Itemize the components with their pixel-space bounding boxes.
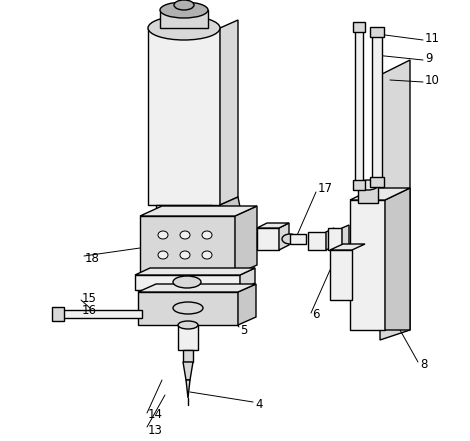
- Bar: [372, 35, 382, 185]
- Bar: [156, 205, 212, 215]
- Ellipse shape: [158, 251, 168, 259]
- Bar: [257, 228, 279, 250]
- Bar: [178, 325, 198, 350]
- Ellipse shape: [173, 302, 203, 314]
- Bar: [183, 350, 193, 362]
- Polygon shape: [186, 380, 190, 398]
- Ellipse shape: [158, 231, 168, 239]
- Polygon shape: [138, 284, 256, 292]
- Text: 6: 6: [312, 309, 320, 321]
- Text: 10: 10: [425, 74, 440, 86]
- Polygon shape: [238, 284, 256, 325]
- Bar: [353, 22, 365, 32]
- Bar: [135, 275, 240, 290]
- Text: 11: 11: [425, 31, 440, 45]
- Ellipse shape: [180, 231, 190, 239]
- Bar: [355, 30, 363, 185]
- Polygon shape: [330, 244, 365, 250]
- Ellipse shape: [180, 251, 190, 259]
- Text: 18: 18: [85, 251, 100, 265]
- Bar: [370, 27, 384, 37]
- Text: 15: 15: [82, 292, 97, 304]
- Ellipse shape: [282, 234, 298, 244]
- Text: 16: 16: [82, 303, 97, 317]
- Polygon shape: [380, 60, 410, 340]
- Text: 17: 17: [318, 182, 333, 194]
- Ellipse shape: [148, 16, 220, 40]
- Ellipse shape: [174, 0, 194, 10]
- Polygon shape: [220, 197, 240, 215]
- Polygon shape: [235, 206, 257, 275]
- Polygon shape: [350, 188, 410, 200]
- Polygon shape: [257, 223, 289, 228]
- Ellipse shape: [202, 251, 212, 259]
- Polygon shape: [385, 188, 410, 330]
- Polygon shape: [135, 268, 255, 275]
- Ellipse shape: [358, 180, 378, 190]
- Text: 13: 13: [148, 423, 163, 437]
- Polygon shape: [279, 223, 289, 250]
- Ellipse shape: [202, 231, 212, 239]
- Bar: [62, 310, 142, 318]
- Polygon shape: [342, 225, 349, 250]
- Bar: [308, 232, 326, 250]
- Bar: [290, 234, 306, 244]
- Bar: [370, 177, 384, 187]
- Bar: [353, 180, 365, 190]
- Polygon shape: [220, 20, 238, 205]
- Bar: [140, 216, 235, 275]
- Ellipse shape: [178, 321, 198, 329]
- Bar: [330, 250, 352, 300]
- Polygon shape: [326, 228, 334, 250]
- Bar: [160, 10, 208, 28]
- Bar: [328, 228, 342, 250]
- Bar: [52, 307, 64, 321]
- Text: 5: 5: [240, 324, 247, 336]
- Ellipse shape: [160, 2, 208, 18]
- Bar: [138, 292, 238, 325]
- Bar: [358, 185, 378, 203]
- Polygon shape: [140, 206, 257, 216]
- Text: 8: 8: [420, 359, 427, 371]
- Polygon shape: [240, 268, 255, 290]
- Polygon shape: [183, 362, 193, 380]
- Text: 14: 14: [148, 408, 163, 422]
- Ellipse shape: [173, 276, 201, 288]
- Text: 4: 4: [255, 399, 263, 411]
- Bar: [148, 28, 220, 205]
- Bar: [350, 200, 385, 330]
- Text: 9: 9: [425, 52, 432, 64]
